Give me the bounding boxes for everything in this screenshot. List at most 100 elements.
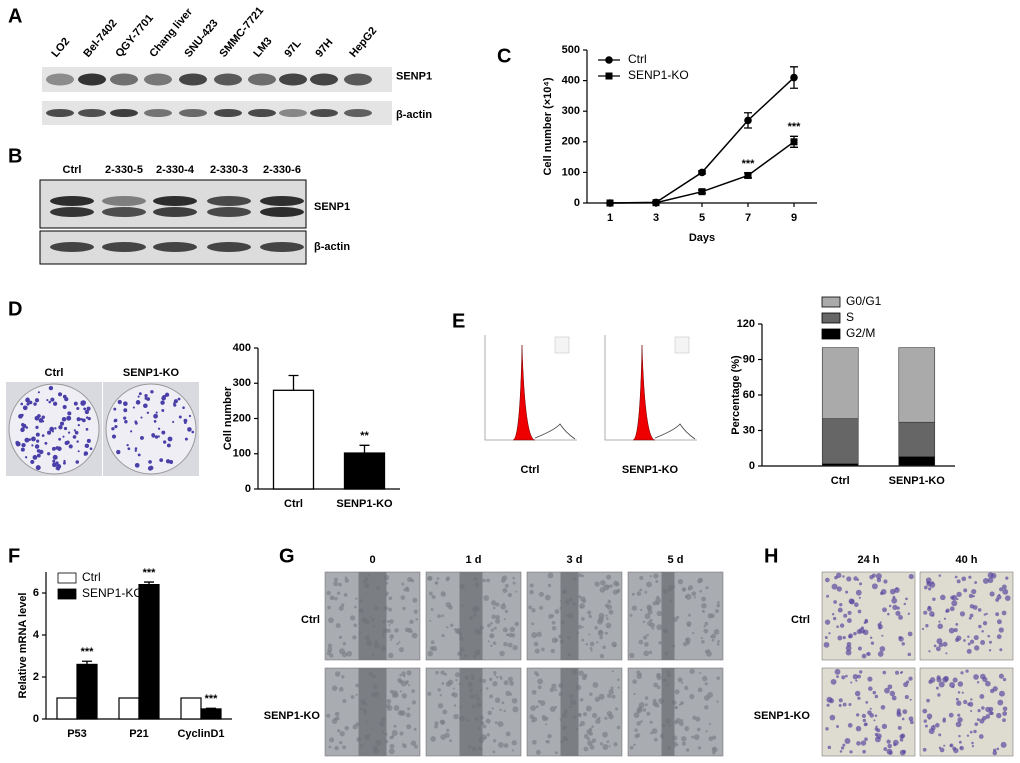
colony — [184, 437, 188, 441]
cell — [846, 576, 852, 582]
cell — [454, 672, 460, 678]
cell — [926, 698, 930, 703]
cell — [937, 693, 941, 697]
panel-label: E — [452, 310, 465, 332]
colony — [163, 440, 167, 444]
cell — [838, 704, 842, 708]
cell — [698, 577, 703, 583]
cell — [341, 675, 345, 679]
cell — [687, 623, 691, 627]
cell — [995, 598, 1000, 602]
error-bar — [82, 660, 92, 665]
cell — [1001, 610, 1007, 616]
cell — [1002, 677, 1007, 682]
legend-label: SENP1-KO — [628, 68, 689, 82]
bar — [343, 452, 386, 490]
cell — [512, 706, 519, 713]
histogram-tail — [654, 423, 696, 440]
cell — [888, 604, 892, 608]
cell — [676, 615, 680, 619]
colony — [174, 399, 178, 402]
blot-band — [179, 109, 207, 117]
blot-band — [110, 109, 138, 117]
cell — [338, 605, 344, 611]
cell — [901, 717, 905, 721]
cell — [716, 642, 720, 646]
colony — [28, 438, 32, 441]
x-tick-label: Ctrl — [831, 475, 850, 487]
colony — [34, 444, 40, 449]
x-tick-label: Ctrl — [284, 498, 303, 510]
cell — [605, 614, 608, 617]
blot-band — [214, 109, 242, 117]
cell — [645, 703, 648, 707]
cell — [533, 641, 539, 647]
cell — [842, 575, 845, 578]
cell — [959, 611, 966, 617]
cell — [869, 575, 874, 580]
cell — [550, 648, 555, 654]
row-label: Ctrl — [301, 614, 320, 626]
cell — [896, 711, 902, 718]
cell — [677, 578, 684, 585]
cell — [494, 721, 498, 725]
wound-gap — [661, 572, 675, 660]
cell — [858, 596, 861, 599]
cell — [703, 628, 709, 634]
colony — [20, 402, 24, 406]
cell — [494, 674, 497, 677]
cell — [594, 625, 598, 630]
cell — [995, 612, 1000, 617]
colony — [132, 406, 135, 409]
cell — [862, 718, 867, 723]
cell — [437, 688, 441, 692]
cell — [689, 668, 695, 675]
cell — [856, 713, 860, 717]
cell — [945, 652, 948, 655]
colony — [56, 463, 62, 469]
cell — [536, 631, 542, 637]
colony — [58, 425, 63, 430]
wound-gap — [459, 572, 483, 660]
cell — [928, 717, 931, 720]
cell — [644, 696, 649, 700]
cell — [535, 749, 541, 755]
lane-label: 2-330-3 — [210, 164, 248, 176]
cell — [701, 640, 705, 644]
cell — [688, 585, 694, 590]
cell — [708, 736, 714, 742]
cell — [954, 575, 958, 579]
cell — [486, 733, 490, 737]
wound-gap — [459, 668, 483, 756]
colony — [140, 416, 143, 419]
colony — [48, 385, 54, 391]
cell — [910, 720, 914, 725]
cell — [539, 605, 544, 610]
cell — [935, 646, 941, 652]
cell — [386, 628, 391, 633]
cell — [629, 652, 635, 659]
cell — [701, 603, 707, 609]
bar — [200, 708, 222, 720]
legend-label: Ctrl — [82, 570, 101, 584]
y-tick-label: 300 — [562, 105, 580, 117]
cell — [705, 586, 709, 590]
colony — [76, 440, 79, 443]
cell — [921, 627, 925, 631]
cell — [639, 588, 643, 592]
cell — [547, 583, 552, 588]
colony — [74, 430, 79, 435]
marker — [790, 138, 798, 146]
panel-label: A — [8, 5, 22, 27]
cell — [849, 750, 853, 754]
colony — [36, 453, 41, 458]
cell — [554, 688, 558, 692]
colony — [146, 411, 150, 414]
cell — [976, 718, 980, 722]
blot-band — [207, 196, 251, 206]
cell — [703, 625, 706, 628]
cell — [712, 747, 717, 752]
blot-band — [207, 207, 251, 217]
cell — [846, 618, 852, 623]
cell — [695, 716, 701, 722]
